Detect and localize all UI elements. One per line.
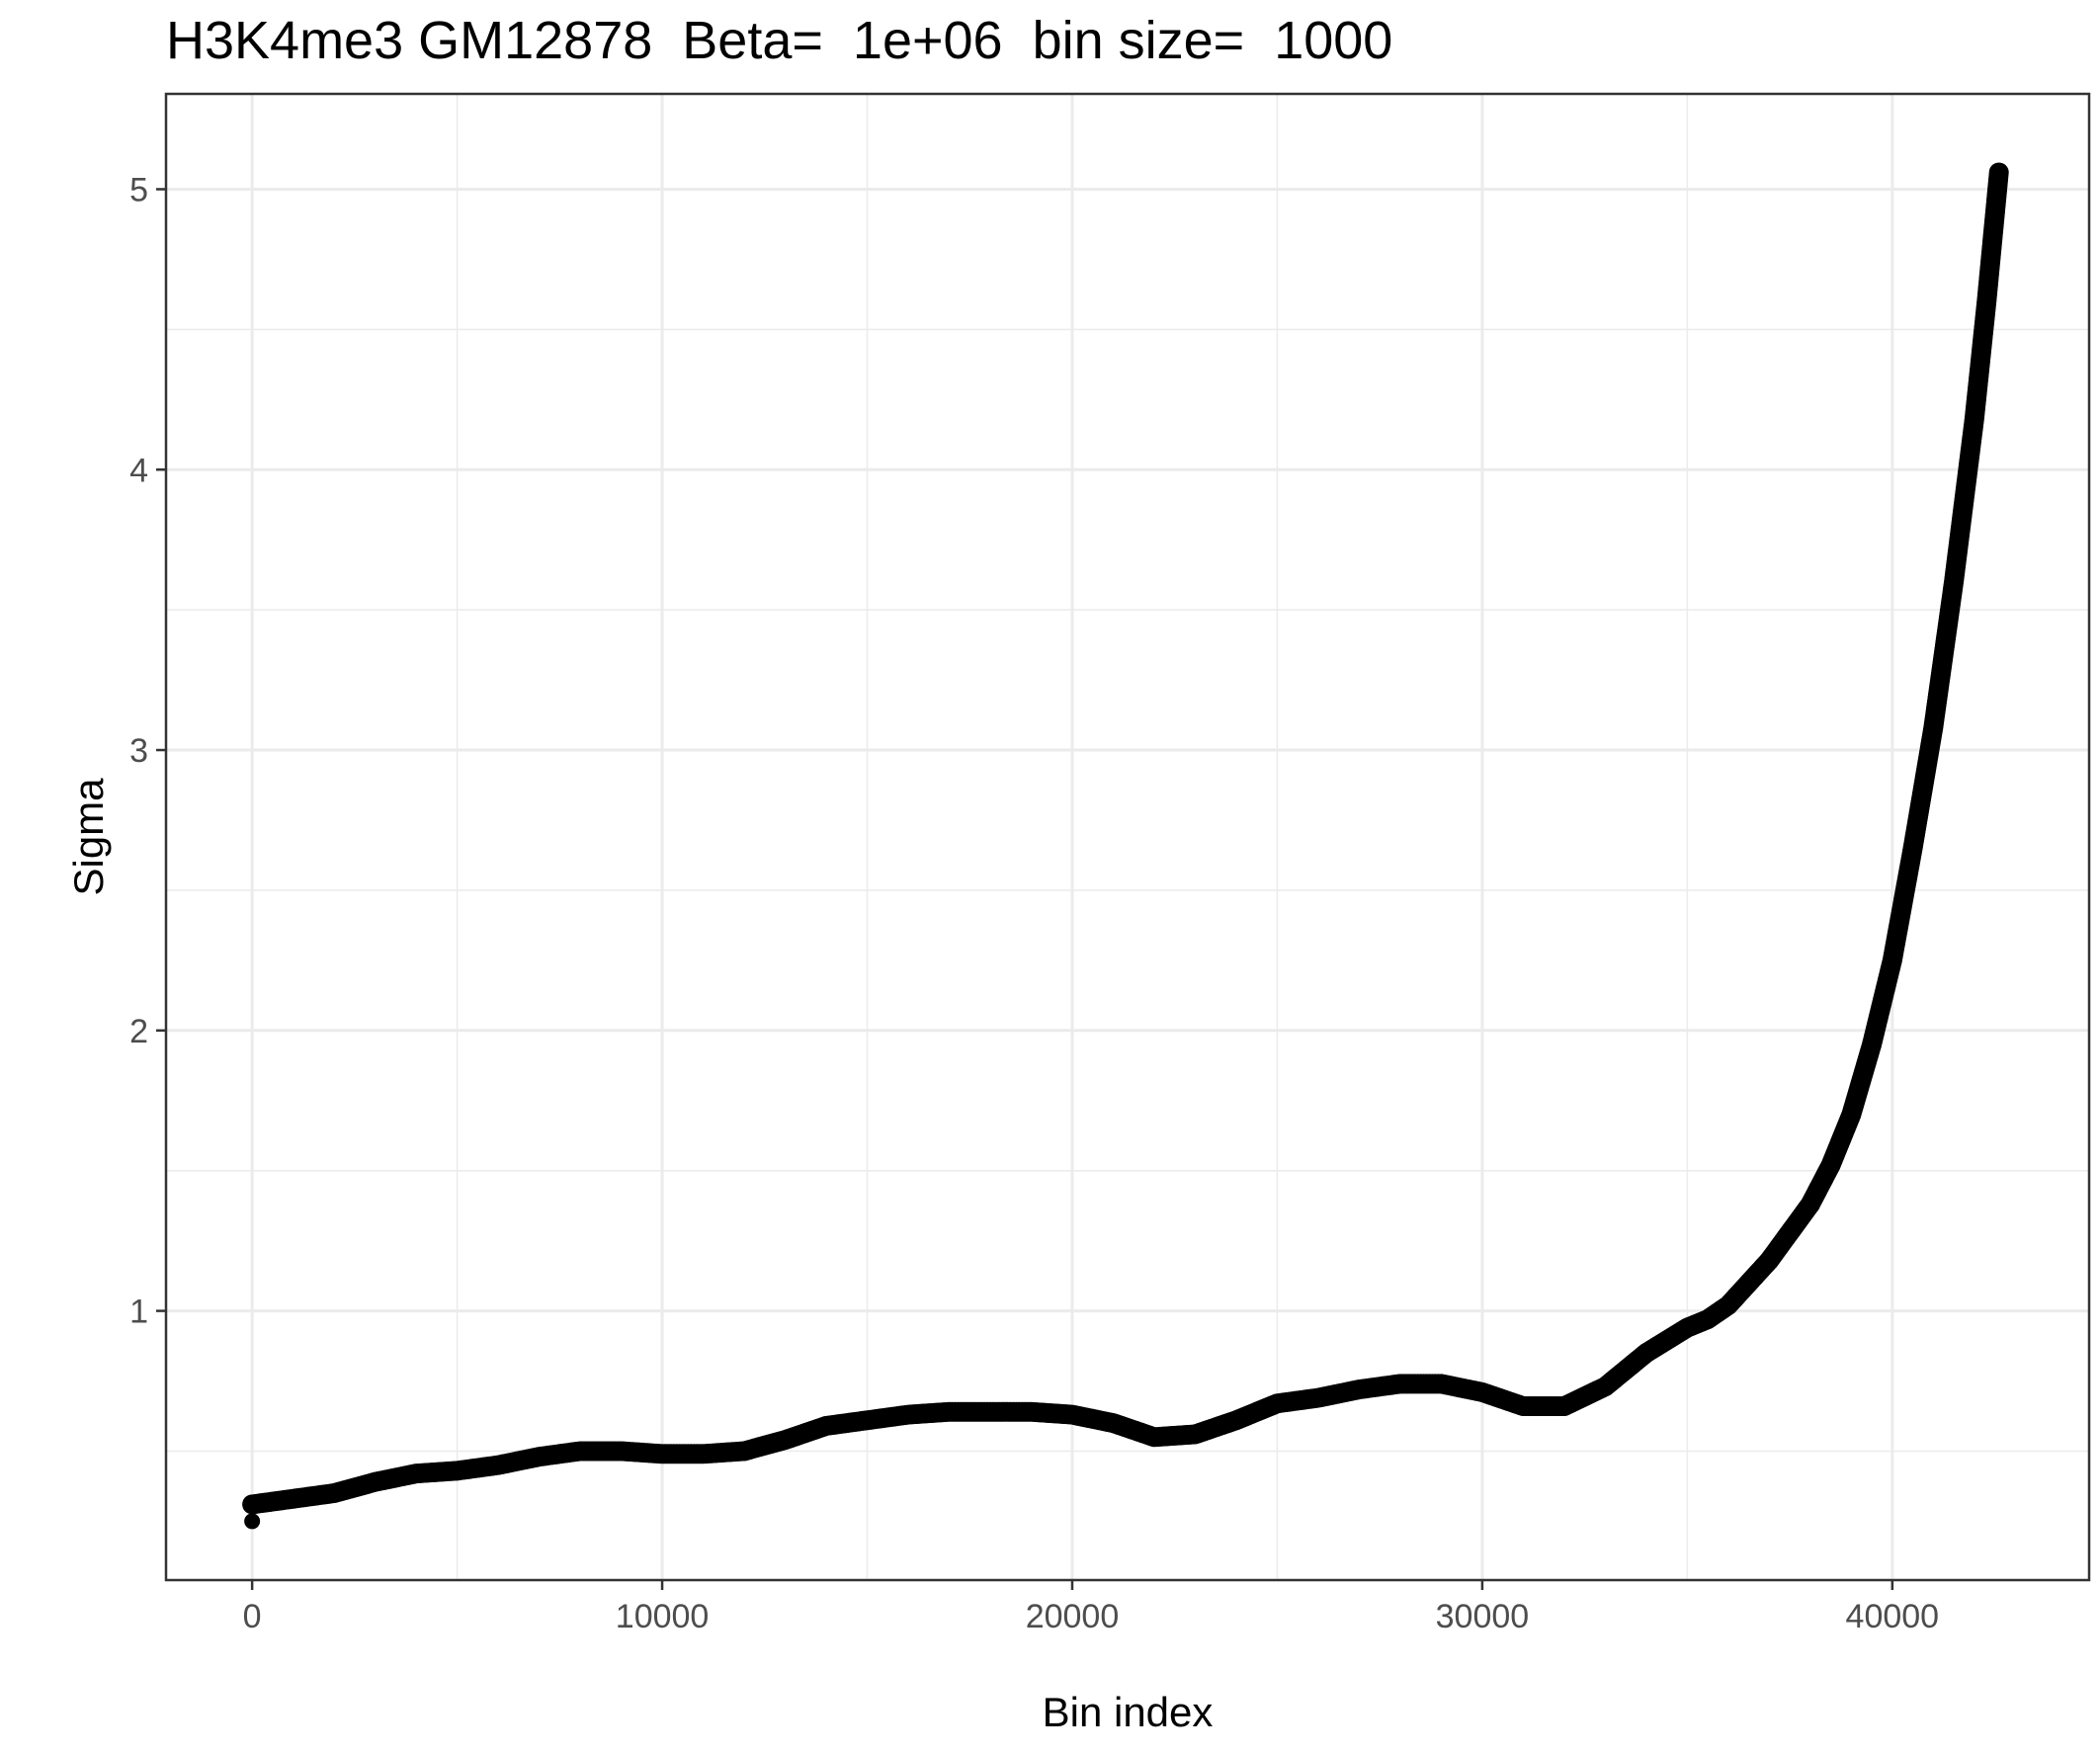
data-point [1988, 162, 2009, 183]
y-tick-label: 5 [129, 171, 148, 209]
y-tick-label: 4 [129, 452, 148, 489]
axis-layer: 0 10000 20000 30000 40000 1 2 3 4 5 [129, 171, 1939, 1635]
y-tick-label: 3 [129, 732, 148, 770]
grid-layer [166, 94, 2089, 1580]
panel-background [166, 94, 2089, 1580]
x-axis-title: Bin index [1043, 1689, 1214, 1735]
x-tick-label: 40000 [1846, 1598, 1940, 1635]
x-tick-label: 0 [243, 1598, 262, 1635]
y-axis-title: Sigma [65, 778, 112, 896]
chart-title: H3K4me3 GM12878 Beta= 1e+06 bin size= 10… [166, 11, 1393, 70]
y-tick-label: 1 [129, 1294, 148, 1331]
panel-border [164, 92, 2091, 1582]
x-tick-label: 10000 [616, 1598, 710, 1635]
data-point-outlier [244, 1513, 261, 1530]
y-tick-label: 2 [129, 1013, 148, 1050]
data-layer [242, 162, 2009, 1530]
x-tick-label: 20000 [1026, 1598, 1120, 1635]
x-tick-label: 30000 [1436, 1598, 1530, 1635]
